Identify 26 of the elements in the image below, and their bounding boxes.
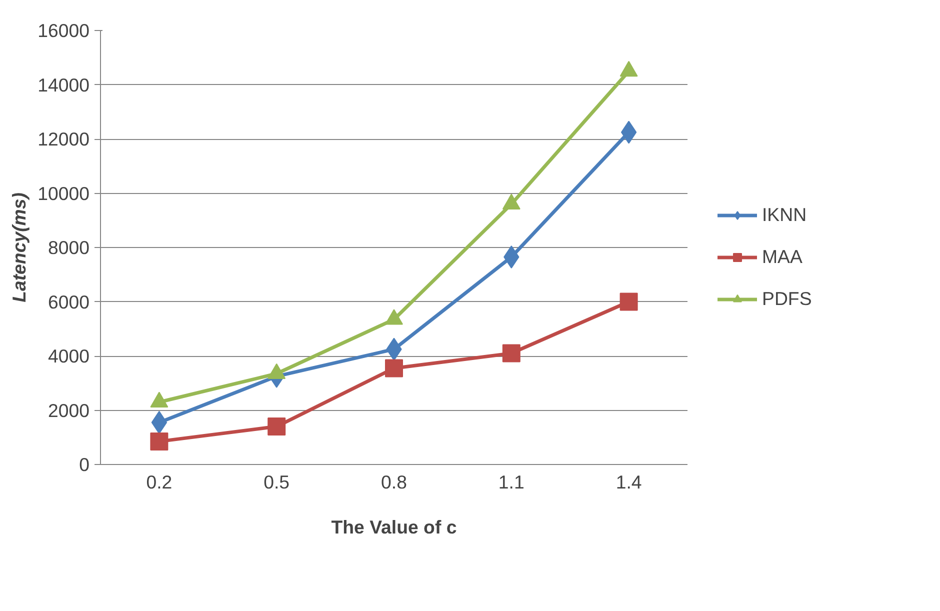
y-tick-label: 4000 — [48, 346, 90, 366]
y-tick-label: 10000 — [38, 182, 90, 204]
legend-label: MAA — [762, 246, 802, 268]
x-tick-label: 1.4 — [616, 472, 642, 492]
y-tick-label: 16000 — [38, 20, 90, 41]
legend-label: IKNN — [762, 204, 807, 226]
x-tick-label: 0.2 — [146, 472, 172, 492]
y-tick-label: 14000 — [38, 74, 90, 96]
x-tick-label: 1.1 — [498, 472, 524, 492]
x-tick-label: 0.5 — [264, 472, 290, 492]
point — [150, 432, 168, 450]
legend-label: PDFS — [762, 288, 812, 310]
y-tick-label: 2000 — [48, 400, 90, 421]
point — [151, 410, 168, 434]
x-tick-label: 0.8 — [381, 472, 407, 492]
point — [385, 359, 403, 378]
x-axis-title: The Value of c — [331, 516, 457, 538]
y-axis-title: Latency(ms) — [8, 192, 30, 302]
point — [502, 344, 520, 362]
y-tick-label: 6000 — [48, 291, 90, 312]
point — [620, 292, 638, 311]
point — [268, 418, 286, 436]
y-tick-label: 0 — [79, 454, 90, 475]
point — [620, 120, 637, 144]
y-tick-label: 12000 — [38, 128, 90, 150]
y-tick-label: 8000 — [48, 237, 90, 258]
